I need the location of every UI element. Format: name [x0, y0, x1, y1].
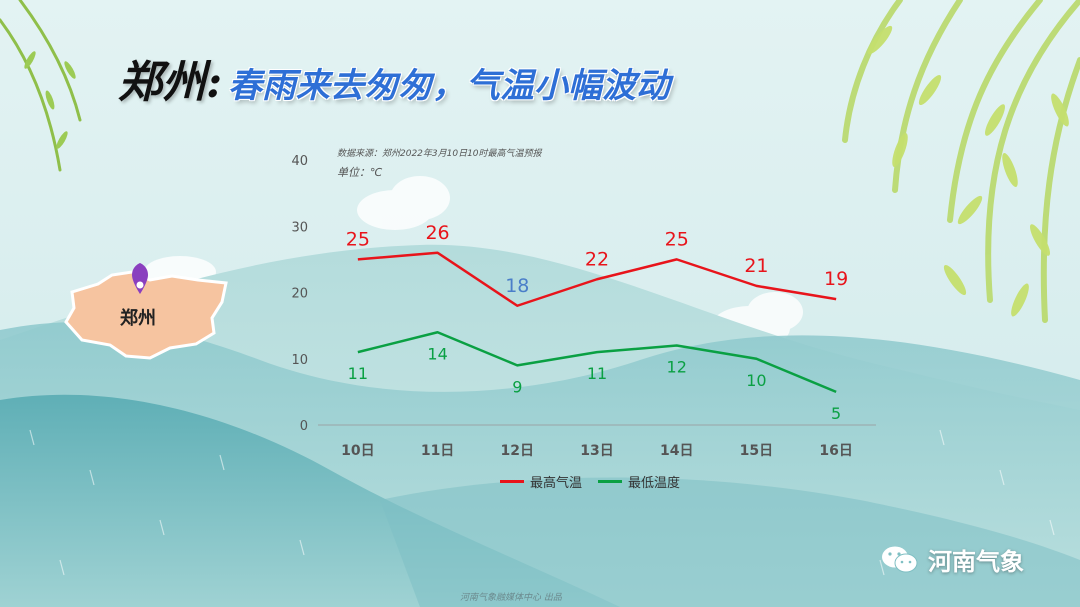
map-city-label: 郑州 — [120, 308, 156, 329]
brand-name: 河南气象 — [928, 548, 1024, 576]
legend-label-low: 最低温度 — [628, 476, 681, 491]
data-label-low: 11 — [348, 364, 368, 383]
wechat-icon — [882, 546, 918, 572]
title-colon: : — [206, 57, 223, 108]
legend-item-high: 最高气温 — [500, 472, 582, 491]
x-tick-label: 14日 — [660, 443, 693, 459]
x-tick-label: 12日 — [501, 443, 534, 459]
legend-item-low: 最低温度 — [598, 472, 680, 491]
title-city: 郑州 — [118, 57, 206, 108]
data-label-low: 11 — [587, 364, 607, 383]
chart-source-note: 数据来源：郑州2022年3月10日10时最高气温预报 — [337, 149, 542, 159]
brand-badge: 河南气象 — [880, 542, 1024, 577]
series-line-low — [357, 331, 837, 394]
series-line-high — [357, 251, 837, 307]
legend-label-high: 最高气温 — [530, 476, 583, 491]
x-tick-label: 13日 — [580, 443, 613, 459]
title-subtitle: 春雨来去匆匆，气温小幅波动 — [227, 66, 670, 106]
data-label-high: 21 — [744, 255, 768, 277]
data-label-low: 9 — [512, 377, 522, 396]
legend-swatch-low — [598, 480, 623, 483]
x-tick-label: 10日 — [341, 443, 374, 459]
data-label-low: 12 — [667, 358, 687, 377]
y-tick-label: 20 — [291, 287, 308, 302]
location-pin-icon — [132, 263, 148, 294]
x-tick-label: 15日 — [740, 443, 773, 459]
legend-swatch-high — [500, 480, 524, 483]
data-label-low: 5 — [831, 404, 841, 423]
data-label-low: 14 — [427, 344, 447, 363]
data-label-high: 18 — [505, 275, 529, 297]
data-label-high: 25 — [665, 228, 689, 250]
data-label-high: 25 — [346, 228, 370, 250]
x-tick-label: 16日 — [819, 443, 852, 459]
data-label-high: 22 — [585, 248, 609, 270]
y-tick-label: 40 — [291, 154, 308, 169]
data-label-high: 26 — [425, 222, 449, 244]
page-title: 郑州: 春雨来去匆匆，气温小幅波动 — [118, 46, 670, 108]
chart-legend: 最高气温 最低温度 — [500, 472, 680, 491]
data-label-low: 10 — [746, 371, 766, 390]
y-tick-label: 10 — [291, 353, 308, 368]
y-tick-label: 30 — [291, 220, 308, 235]
y-tick-label: 0 — [300, 419, 308, 434]
data-label-high: 19 — [824, 268, 848, 290]
footer-credit: 河南气象融媒体中心 出品 — [460, 593, 562, 603]
chart-unit-note: 单位：℃ — [337, 166, 383, 179]
x-tick-label: 11日 — [421, 443, 454, 459]
